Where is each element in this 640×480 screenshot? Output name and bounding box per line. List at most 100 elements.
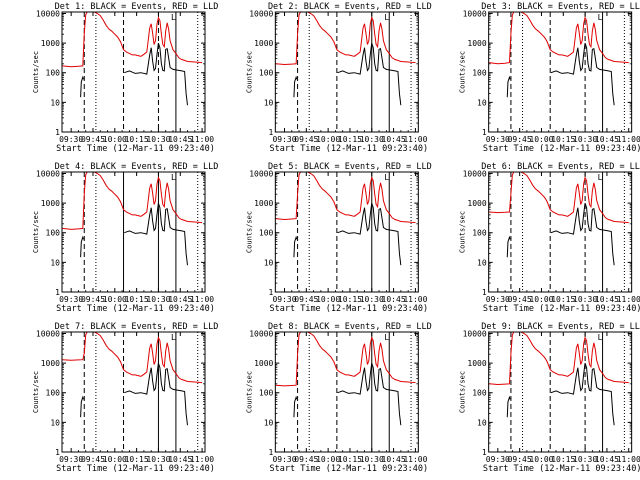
detector-panel: Det 1: BLACK = Events, RED = LLD Counts/s…	[32, 2, 218, 154]
panel-title: Det 4: BLACK = Events, RED = LLD	[55, 162, 219, 172]
x-tick-label: 10:00	[316, 135, 340, 144]
y-tick-label: 1000	[41, 359, 60, 368]
detector-panel: Det 7: BLACK = Events, RED = LLD Counts/s…	[32, 322, 218, 474]
lld-series-line	[62, 172, 203, 230]
x-tick-label: 09:30	[486, 135, 510, 144]
lld-series-line	[62, 332, 203, 384]
events-series-line	[80, 235, 84, 258]
events-series-line	[337, 202, 402, 266]
lld-series-line	[275, 172, 416, 224]
x-tick-label: 10:30	[360, 135, 384, 144]
y-tick-label: 10000	[249, 329, 273, 338]
lld-series-line	[275, 12, 416, 66]
y-tick-label: 1	[482, 288, 487, 297]
y-tick-label: 10000	[463, 169, 487, 178]
y-tick-label: 1	[55, 448, 60, 457]
x-tick-label: 09:45	[508, 295, 532, 304]
y-tick-label: 1000	[41, 39, 60, 48]
events-series-line	[124, 202, 188, 266]
x-axis-label: Start Time (12-Mar-11 09:23:40)	[483, 464, 640, 474]
x-tick-label: 10:15	[338, 455, 362, 464]
x-tick-label: 10:45	[168, 135, 192, 144]
y-axis-label: Counts/sec	[32, 211, 40, 253]
x-tick-label: 10:45	[168, 455, 192, 464]
corner-label: L	[171, 173, 176, 182]
x-axis-label: Start Time (12-Mar-11 09:23:40)	[270, 304, 429, 314]
x-tick-label: 10:00	[103, 295, 127, 304]
y-tick-label: 1	[55, 128, 60, 137]
y-tick-label: 10	[50, 98, 60, 107]
y-axis-label: Counts/sec	[245, 51, 253, 93]
x-tick-label: 09:45	[81, 135, 105, 144]
events-series-line	[550, 362, 615, 426]
events-series-line	[124, 42, 188, 106]
y-tick-label: 1000	[467, 39, 486, 48]
corner-label: L	[384, 13, 389, 22]
y-tick-label: 1000	[41, 199, 60, 208]
panel-title: Det 1: BLACK = Events, RED = LLD	[55, 2, 219, 12]
plot-frame	[488, 331, 633, 453]
lld-series-line	[62, 12, 203, 68]
x-tick-label: 11:00	[617, 135, 640, 144]
x-axis-label: Start Time (12-Mar-11 09:23:40)	[56, 464, 215, 474]
y-tick-label: 10	[264, 418, 274, 427]
y-tick-label: 10000	[249, 169, 273, 178]
x-tick-label: 10:30	[146, 455, 170, 464]
y-tick-label: 100	[472, 69, 487, 78]
lld-series-line	[489, 172, 629, 224]
corner-label: L	[598, 173, 603, 182]
x-tick-label: 09:45	[81, 455, 105, 464]
x-tick-label: 09:30	[272, 295, 296, 304]
x-tick-label: 10:30	[360, 455, 384, 464]
x-tick-label: 09:45	[508, 455, 532, 464]
y-tick-label: 1	[269, 128, 274, 137]
x-axis-label: Start Time (12-Mar-11 09:23:40)	[56, 144, 215, 154]
corner-label: L	[384, 333, 389, 342]
x-tick-label: 10:45	[382, 455, 406, 464]
detector-panel: Det 6: BLACK = Events, RED = LLD Counts/s…	[459, 162, 640, 314]
y-tick-label: 100	[46, 69, 61, 78]
y-tick-label: 100	[46, 229, 61, 238]
x-tick-label: 10:00	[103, 455, 127, 464]
y-tick-label: 10000	[36, 329, 60, 338]
x-tick-label: 10:00	[529, 295, 553, 304]
y-tick-label: 1000	[467, 199, 486, 208]
corner-label: L	[171, 13, 176, 22]
x-tick-label: 10:15	[125, 295, 149, 304]
x-tick-label: 10:45	[595, 455, 619, 464]
events-series-line	[80, 395, 84, 418]
x-tick-label: 10:30	[146, 295, 170, 304]
y-tick-label: 100	[259, 229, 274, 238]
x-tick-label: 10:45	[382, 135, 406, 144]
detector-panel: Det 3: BLACK = Events, RED = LLD Counts/s…	[459, 2, 640, 154]
lld-series-line	[275, 332, 416, 387]
y-axis-label: Counts/sec	[459, 371, 467, 413]
corner-label: L	[598, 333, 603, 342]
y-tick-label: 100	[259, 69, 274, 78]
detector-panel: Det 9: BLACK = Events, RED = LLD Counts/s…	[459, 322, 640, 474]
y-tick-label: 1000	[254, 199, 273, 208]
lld-series-line	[489, 332, 629, 386]
x-tick-label: 10:15	[338, 135, 362, 144]
y-tick-label: 1	[269, 448, 274, 457]
plot-frame	[61, 331, 206, 453]
x-axis-label: Start Time (12-Mar-11 09:23:40)	[270, 464, 429, 474]
y-axis-label: Counts/sec	[459, 51, 467, 93]
plot-frame	[61, 171, 206, 293]
y-tick-label: 10000	[249, 9, 273, 18]
plot-frame	[61, 11, 206, 133]
y-axis-label: Counts/sec	[32, 371, 40, 413]
y-tick-label: 10	[264, 258, 274, 267]
x-tick-label: 09:45	[294, 135, 318, 144]
x-tick-label: 09:45	[294, 455, 318, 464]
x-axis-label: Start Time (12-Mar-11 09:23:40)	[270, 144, 429, 154]
x-tick-label: 09:30	[59, 135, 83, 144]
events-series-line	[80, 75, 84, 98]
events-series-line	[506, 395, 511, 418]
y-tick-label: 1000	[467, 359, 486, 368]
x-tick-label: 10:15	[338, 295, 362, 304]
y-tick-label: 1000	[254, 39, 273, 48]
x-tick-label: 11:00	[403, 295, 427, 304]
events-series-line	[337, 42, 402, 106]
panel-title: Det 6: BLACK = Events, RED = LLD	[481, 162, 640, 172]
